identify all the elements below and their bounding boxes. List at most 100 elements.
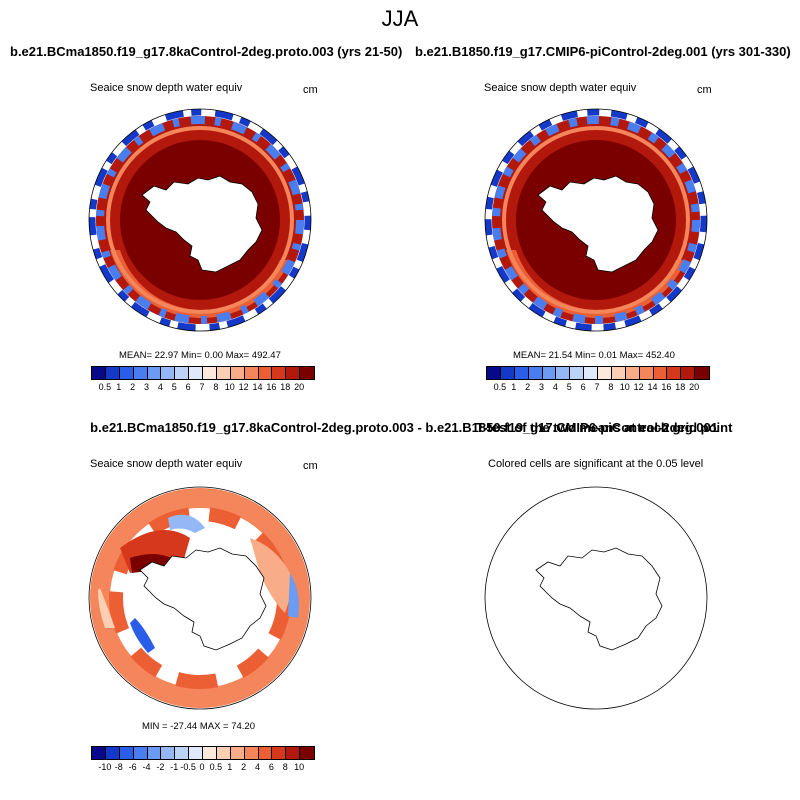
colorbar-swatch	[286, 747, 301, 759]
colorbar-tick-label: 14	[252, 382, 263, 392]
colorbar-tick-label: 10	[619, 382, 630, 392]
panel-4-map	[484, 486, 708, 710]
colorbar-tick-label: 18	[675, 382, 686, 392]
antarctica-outline	[141, 175, 263, 273]
colorbar-tick-label: 10	[224, 382, 235, 392]
antarctica-outline	[535, 547, 663, 651]
colorbar-tick-label: 4	[157, 382, 163, 392]
colorbar-tick-label: 6	[185, 382, 191, 392]
colorbar-tick-label: 6	[268, 762, 274, 772]
panel-2-colorbar-labels: 0.5 1 2 3 4 5 6 7 8 10 12 14 16 18 20	[486, 382, 708, 394]
colorbar-swatch	[189, 367, 203, 379]
colorbar-tick-label: -8	[114, 762, 123, 772]
antarctica-outline	[537, 175, 659, 273]
colorbar-tick-label: 0.5	[209, 762, 223, 772]
colorbar-swatch	[230, 747, 245, 759]
colorbar-swatch	[500, 367, 515, 379]
panel-3-stats: MIN = -27.44 MAX = 74.20	[142, 721, 256, 732]
figure-title: JJA	[381, 6, 419, 31]
colorbar-tick-label: -6	[128, 762, 137, 772]
colorbar-tick-label: 0	[199, 762, 205, 772]
colorbar-tick-label: 7	[594, 382, 600, 392]
colorbar-swatch	[92, 747, 106, 759]
panel-3-variable: Seaice snow depth water equiv	[90, 458, 243, 470]
colorbar-swatch	[625, 367, 640, 379]
colorbar-tick-label: -4	[142, 762, 151, 772]
colorbar-tick-label: 0.5	[98, 382, 112, 392]
colorbar-tick-label: 8	[213, 382, 219, 392]
panel-1-colorbar-labels: 0.5 1 2 3 4 5 6 7 8 10 12 14 16 18 20	[91, 382, 313, 394]
colorbar-swatch	[258, 747, 273, 759]
colorbar-swatch	[570, 367, 585, 379]
colorbar-tick-label: 14	[647, 382, 658, 392]
colorbar-swatch	[244, 367, 259, 379]
panel-1-variable: Seaice snow depth water equiv	[90, 82, 243, 94]
colorbar-swatch	[203, 747, 217, 759]
colorbar-tick-label: -0.5	[180, 762, 196, 772]
colorbar-tick-label: 8	[282, 762, 288, 772]
colorbar-swatch	[147, 367, 162, 379]
colorbar-swatch	[203, 367, 217, 379]
panel-3-colorbar	[91, 746, 315, 760]
colorbar-swatch	[584, 367, 598, 379]
colorbar-tick-label: 5	[566, 382, 572, 392]
panel-3-map	[88, 486, 312, 710]
colorbar-swatch	[286, 367, 301, 379]
colorbar-tick-label: 18	[280, 382, 291, 392]
panel-2-map	[484, 108, 708, 332]
colorbar-tick-label: 3	[538, 382, 545, 392]
antarctica-outline	[139, 547, 267, 651]
colorbar-swatch	[639, 367, 654, 379]
colorbar-tick-label: -10	[98, 762, 112, 772]
colorbar-tick-label: 1	[116, 382, 122, 392]
colorbar-swatch	[681, 367, 696, 379]
colorbar-swatch	[216, 747, 231, 759]
colorbar-swatch	[695, 367, 709, 379]
panel-4-title: T-test of the two means at each grid poi…	[476, 420, 733, 435]
panel-2-colorbar	[486, 366, 710, 380]
colorbar-tick-label: 0.5	[493, 382, 507, 392]
colorbar-tick-label: 12	[633, 382, 644, 392]
panel-4-subtitle: Colored cells are significant at the 0.0…	[488, 458, 704, 470]
panel-2-units: cm	[697, 84, 712, 96]
colorbar-tick-label: 16	[661, 382, 672, 392]
colorbar-swatch	[542, 367, 557, 379]
colorbar-tick-label: 20	[294, 382, 305, 392]
panel-3-colorbar-labels: -10 -8 -6 -4 -2 -1 -0.5 0 0.5 1 2 4 6 8 10	[91, 762, 313, 774]
colorbar-swatch	[653, 367, 668, 379]
panel-1-colorbar	[91, 366, 315, 380]
colorbar-tick-label: 20	[689, 382, 700, 392]
colorbar-tick-label: 8	[608, 382, 614, 392]
colorbar-swatch	[92, 367, 106, 379]
colorbar-tick-label: 12	[238, 382, 249, 392]
colorbar-swatch	[189, 747, 203, 759]
colorbar-swatch	[272, 367, 287, 379]
colorbar-swatch	[487, 367, 501, 379]
colorbar-swatch	[300, 367, 314, 379]
colorbar-swatch	[528, 367, 543, 379]
colorbar-tick-label: 4	[254, 762, 261, 772]
colorbar-tick-label: 3	[143, 382, 150, 392]
colorbar-swatch	[175, 367, 190, 379]
colorbar-tick-label: 2	[130, 382, 136, 392]
colorbar-swatch	[105, 367, 120, 379]
colorbar-swatch	[611, 367, 626, 379]
colorbar-swatch	[105, 747, 120, 759]
colorbar-swatch	[161, 367, 176, 379]
colorbar-tick-label: 4	[552, 382, 558, 392]
colorbar-swatch	[161, 747, 176, 759]
colorbar-swatch	[119, 367, 134, 379]
colorbar-swatch	[514, 367, 529, 379]
colorbar-swatch	[147, 747, 162, 759]
colorbar-swatch	[300, 747, 314, 759]
panel-2-variable: Seaice snow depth water equiv	[484, 82, 637, 94]
panel-2-title: b.e21.B1850.f19_g17.CMIP6-piControl-2deg…	[415, 44, 791, 59]
panel-3-units: cm	[303, 460, 318, 472]
colorbar-tick-label: 2	[525, 382, 531, 392]
panel-1-units: cm	[303, 84, 318, 96]
colorbar-swatch	[667, 367, 682, 379]
colorbar-tick-label: -2	[156, 762, 165, 772]
colorbar-swatch	[598, 367, 612, 379]
colorbar-swatch	[272, 747, 287, 759]
colorbar-tick-label: 10	[294, 762, 305, 772]
